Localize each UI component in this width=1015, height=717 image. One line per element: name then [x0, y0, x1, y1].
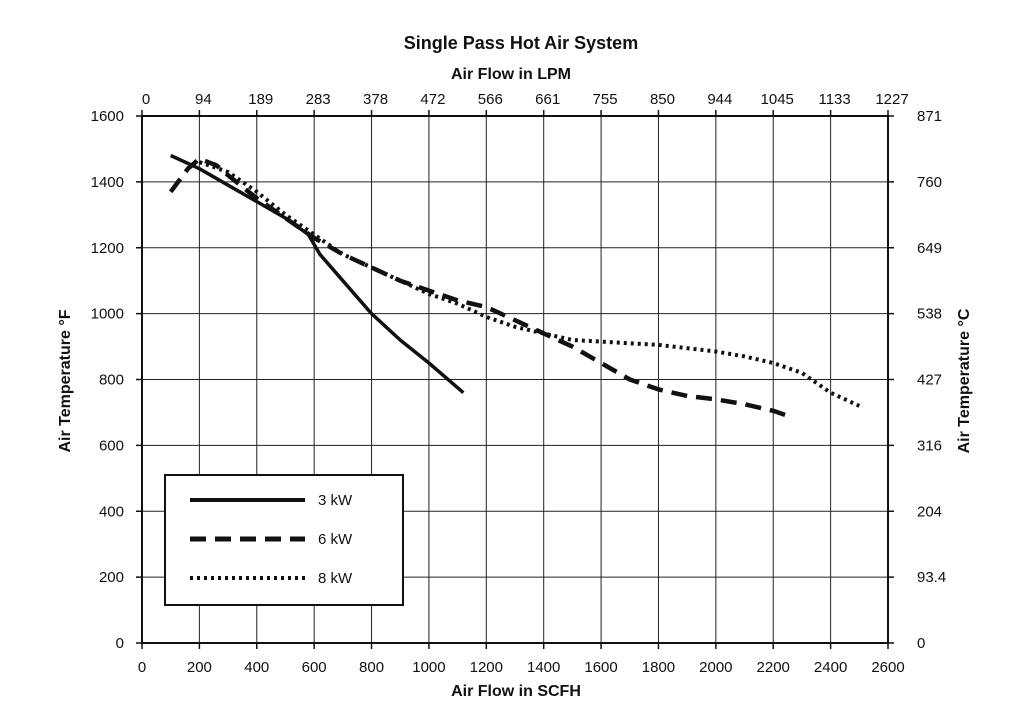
x-tick-label: 2600 [871, 659, 904, 676]
y-tick-label: 1400 [91, 174, 124, 191]
series-line-3kw [169, 153, 465, 395]
series-line-8kw [198, 160, 861, 408]
grid [142, 116, 888, 643]
y-tick-label: 200 [99, 569, 124, 586]
left-axis-title: Air Temperature °F [57, 309, 74, 452]
y2-tick-label: 427 [917, 372, 942, 389]
y2-tick-label: 760 [917, 174, 942, 191]
x-tick-label: 1000 [412, 659, 445, 676]
x2-tick-label: 1133 [818, 91, 850, 108]
x2-tick-label: 566 [478, 91, 503, 108]
legend: 3 kW 6 kW 8 kW [164, 474, 404, 606]
x2-tick-label: 283 [306, 91, 331, 108]
x-tick-label: 1600 [584, 659, 617, 676]
y2-tick-label: 538 [917, 306, 942, 323]
x-tick-label: 2400 [814, 659, 847, 676]
x2-tick-label: 755 [593, 91, 618, 108]
x2-tick-label: 661 [535, 91, 560, 108]
top-axis-title: Air Flow in LPM [451, 66, 571, 83]
y-tick-label: 600 [99, 437, 124, 454]
x-tick-label: 1400 [527, 659, 560, 676]
x2-tick-label: 378 [363, 91, 388, 108]
y-tick-label: 0 [116, 635, 124, 652]
x2-tick-label: 1227 [875, 91, 908, 108]
y2-tick-label: 93.4 [917, 569, 946, 586]
x2-tick-label: 850 [650, 91, 675, 108]
x-tick-label: 2000 [699, 659, 732, 676]
x2-tick-label: 472 [420, 91, 445, 108]
axis-ticks: 0020094400189600283800378100047212005661… [91, 91, 947, 676]
x-tick-label: 200 [187, 659, 212, 676]
x-tick-label: 2200 [757, 659, 790, 676]
x-tick-label: 600 [302, 659, 327, 676]
series-layer [168, 153, 861, 418]
legend-label-8kw: 8 kW [318, 570, 353, 587]
x2-tick-label: 94 [195, 91, 212, 108]
y-tick-label: 1200 [91, 240, 124, 257]
y2-tick-label: 0 [917, 635, 925, 652]
x2-tick-label: 189 [248, 91, 273, 108]
y-tick-label: 1600 [91, 108, 124, 125]
x-tick-label: 1800 [642, 659, 675, 676]
y2-tick-label: 649 [917, 240, 942, 257]
legend-label-3kw: 3 kW [318, 492, 353, 509]
x-tick-label: 1200 [470, 659, 503, 676]
y2-tick-label: 204 [917, 503, 942, 520]
x-tick-label: 800 [359, 659, 384, 676]
right-axis-title: Air Temperature °C [956, 308, 973, 453]
x2-tick-label: 0 [142, 91, 150, 108]
series-line-6kw [168, 156, 789, 418]
bottom-axis-title: Air Flow in SCFH [451, 683, 581, 700]
legend-label-6kw: 6 kW [318, 531, 353, 548]
y-tick-label: 1000 [91, 306, 124, 323]
x-tick-label: 400 [244, 659, 269, 676]
x2-tick-label: 944 [707, 91, 732, 108]
chart-title: Single Pass Hot Air System [404, 33, 638, 53]
y-tick-label: 800 [99, 372, 124, 389]
x2-tick-label: 1045 [761, 91, 794, 108]
y2-tick-label: 316 [917, 437, 942, 454]
y-tick-label: 400 [99, 503, 124, 520]
legend-box [164, 474, 404, 606]
y2-tick-label: 871 [917, 108, 942, 125]
x-tick-label: 0 [138, 659, 146, 676]
